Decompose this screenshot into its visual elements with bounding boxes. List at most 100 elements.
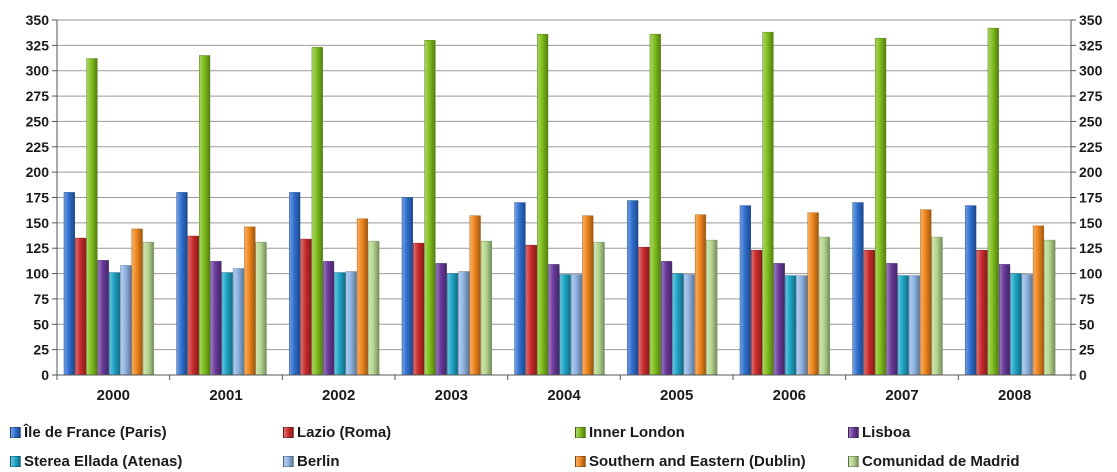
legend-label: Lazio (Roma) bbox=[297, 424, 392, 441]
bar-lazio-roma-2004 bbox=[525, 244, 537, 376]
legend-swatch bbox=[283, 427, 294, 438]
legend-swatch bbox=[10, 427, 21, 438]
bar-lazio-roma-2006 bbox=[751, 249, 763, 376]
bar-berlin-2003 bbox=[458, 271, 470, 376]
bar-lazio-roma-2008 bbox=[976, 249, 988, 376]
bar-southern-and-eastern-dublin-2001 bbox=[244, 226, 256, 376]
bar-comunidad-de-madrid-2002 bbox=[368, 240, 380, 376]
y-tick-label-left: 300 bbox=[26, 63, 50, 79]
bar-berlin-2001 bbox=[232, 268, 245, 376]
legend-label: Comunidad de Madrid bbox=[862, 453, 1020, 470]
legend-item: Sterea Ellada (Atenas) bbox=[10, 453, 182, 470]
bar-lazio-roma-2005 bbox=[638, 246, 650, 376]
y-tick-label-left: 125 bbox=[26, 240, 50, 256]
legend-item: Île de France (Paris) bbox=[10, 424, 167, 441]
bar-southern-and-eastern-dublin-2007 bbox=[920, 209, 932, 376]
legend-item: Comunidad de Madrid bbox=[848, 453, 1020, 470]
legend-label: Southern and Eastern (Dublin) bbox=[589, 453, 806, 470]
bar-lazio-roma-2000 bbox=[75, 237, 87, 376]
y-tick-label-left: 25 bbox=[33, 342, 49, 358]
bar-lisboa-2001 bbox=[210, 261, 222, 376]
y-tick-label-left: 50 bbox=[33, 316, 49, 332]
y-tick-label-left: 0 bbox=[41, 367, 49, 383]
x-tick-label: 2004 bbox=[547, 387, 581, 404]
bar--le-de-france-paris-2001 bbox=[176, 192, 188, 376]
bar-inner-london-2003 bbox=[424, 40, 436, 376]
bars bbox=[63, 27, 1056, 376]
bar-comunidad-de-madrid-2008 bbox=[1044, 239, 1056, 376]
y-tick-label-right: 75 bbox=[1079, 291, 1095, 307]
bar--le-de-france-paris-2000 bbox=[63, 192, 75, 376]
bar-southern-and-eastern-dublin-2005 bbox=[694, 214, 707, 376]
legend-swatch bbox=[848, 427, 859, 438]
y-tick-label-left: 100 bbox=[26, 266, 50, 282]
bar-chart: 0 0 25 25 50 50 75 75 100 100 125 125 150 150 175 175 20… bbox=[26, 12, 1103, 404]
bar-berlin-2000 bbox=[120, 265, 132, 376]
y-tick-label-right: 325 bbox=[1079, 37, 1103, 53]
legend-swatch bbox=[575, 427, 586, 438]
legend-swatch bbox=[10, 456, 21, 467]
x-tick-label: 2006 bbox=[773, 387, 806, 404]
bar-southern-and-eastern-dublin-2000 bbox=[131, 228, 143, 376]
bar-inner-london-2007 bbox=[875, 38, 887, 376]
y-tick-label-right: 150 bbox=[1079, 215, 1103, 231]
bar-southern-and-eastern-dublin-2006 bbox=[807, 212, 819, 376]
y-tick-label-right: 350 bbox=[1079, 12, 1103, 28]
bar-lazio-roma-2001 bbox=[187, 235, 199, 376]
x-tick-label: 2001 bbox=[209, 387, 242, 404]
y-tick-label-right: 200 bbox=[1079, 164, 1103, 180]
x-tick-label: 2003 bbox=[435, 387, 468, 404]
bar-inner-london-2005 bbox=[649, 33, 661, 376]
legend-label: Sterea Ellada (Atenas) bbox=[24, 453, 183, 470]
y-tick-label-right: 25 bbox=[1079, 342, 1095, 358]
legend-item: Lisboa bbox=[848, 424, 910, 441]
legend-item: Berlin bbox=[283, 453, 340, 470]
bar--le-de-france-paris-2002 bbox=[289, 192, 301, 376]
bar-sterea-ellada-atenas-2001 bbox=[221, 272, 233, 376]
y-tick-label-right: 225 bbox=[1079, 139, 1103, 155]
x-tick-label: 2002 bbox=[322, 387, 355, 404]
bar-sterea-ellada-atenas-2005 bbox=[672, 273, 684, 376]
gridlines bbox=[57, 19, 1071, 376]
y-tick-label-left: 150 bbox=[26, 215, 50, 231]
bar-berlin-2005 bbox=[683, 274, 695, 376]
bar-berlin-2002 bbox=[345, 271, 357, 376]
y-tick-label-right: 275 bbox=[1079, 88, 1103, 104]
axes: 0 0 25 25 50 50 75 75 100 100 125 125 150 150 175 175 20… bbox=[26, 12, 1103, 404]
bar-southern-and-eastern-dublin-2003 bbox=[469, 215, 481, 376]
bar--le-de-france-paris-2003 bbox=[401, 197, 413, 376]
bar-lisboa-2003 bbox=[435, 263, 447, 376]
y-tick-label-left: 325 bbox=[26, 37, 50, 53]
bar--le-de-france-paris-2007 bbox=[852, 202, 864, 376]
y-tick-label-right: 100 bbox=[1079, 266, 1103, 282]
bar-southern-and-eastern-dublin-2002 bbox=[356, 218, 369, 376]
bar-lisboa-2004 bbox=[548, 264, 560, 376]
legend-swatch bbox=[283, 456, 294, 467]
bar-inner-london-2002 bbox=[311, 47, 323, 376]
y-tick-label-right: 125 bbox=[1079, 240, 1103, 256]
bar-comunidad-de-madrid-2004 bbox=[593, 241, 605, 376]
legend-item: Lazio (Roma) bbox=[283, 424, 391, 441]
bar-southern-and-eastern-dublin-2008 bbox=[1032, 225, 1045, 376]
bar-sterea-ellada-atenas-2007 bbox=[897, 275, 909, 376]
legend-label: Berlin bbox=[297, 453, 340, 470]
bar-sterea-ellada-atenas-2006 bbox=[784, 275, 797, 376]
y-tick-label-left: 75 bbox=[33, 291, 49, 307]
bar-comunidad-de-madrid-2007 bbox=[931, 236, 943, 376]
y-tick-label-right: 300 bbox=[1079, 63, 1103, 79]
legend-item: Southern and Eastern (Dublin) bbox=[575, 453, 806, 470]
legend-item: Inner London bbox=[575, 424, 685, 441]
bar-comunidad-de-madrid-2003 bbox=[480, 240, 493, 376]
bar-berlin-2004 bbox=[570, 274, 583, 376]
bar-lisboa-2006 bbox=[773, 263, 785, 376]
bar-berlin-2006 bbox=[796, 275, 808, 376]
bar-inner-london-2000 bbox=[86, 58, 98, 376]
bar-inner-london-2001 bbox=[199, 55, 211, 376]
bar-sterea-ellada-atenas-2008 bbox=[1010, 273, 1022, 376]
y-tick-label-left: 225 bbox=[26, 139, 50, 155]
bar-inner-london-2006 bbox=[762, 31, 774, 376]
y-tick-label-right: 0 bbox=[1079, 367, 1087, 383]
bar-comunidad-de-madrid-2000 bbox=[142, 241, 155, 376]
bar--le-de-france-paris-2008 bbox=[965, 205, 977, 376]
bar-berlin-2008 bbox=[1021, 274, 1033, 376]
